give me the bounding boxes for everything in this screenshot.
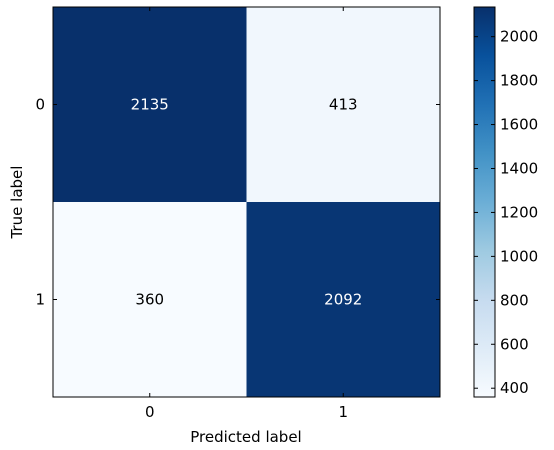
heatmap-cell-0-0	[53, 7, 247, 202]
colorbar-gradient	[474, 7, 495, 397]
colorbar-tick-label: 1400	[500, 159, 538, 177]
colorbar-tick-label: 1000	[500, 247, 538, 265]
y-tick-label: 1	[35, 291, 45, 309]
y-axis-ticks: 01	[35, 96, 440, 309]
colorbar-tick-label: 600	[500, 335, 529, 353]
y-axis-label: True label	[8, 166, 26, 240]
colorbar-ticks: 400 600 800 1000 1200 1400 1600 1800 2000	[474, 28, 538, 397]
colorbar-tick-label: 1200	[500, 203, 538, 221]
colorbar-tick-label: 800	[500, 291, 529, 309]
heatmap-cells: 2135 413 360 2092	[53, 7, 440, 397]
x-axis-label: Predicted label	[190, 428, 301, 446]
cell-value-label-0-0: 2135	[131, 96, 169, 114]
cell-value-label-1-1: 2092	[324, 291, 362, 309]
colorbar-tick-label: 1600	[500, 116, 538, 134]
heatmap-cell-1-1	[246, 202, 440, 397]
x-tick-label: 1	[338, 403, 348, 421]
cell-value-label-1-0: 360	[135, 291, 164, 309]
heatmap-cell-0-1	[246, 7, 440, 202]
cell-value-label-0-1: 413	[329, 96, 358, 114]
heatmap-cell-1-0	[53, 202, 247, 397]
colorbar-frame	[473, 6, 496, 398]
colorbar-tick-label: 1800	[500, 72, 538, 90]
colorbar-tick-label: 2000	[500, 28, 538, 46]
colorbar-tick-label: 400	[500, 379, 529, 397]
y-tick-label: 0	[35, 96, 45, 114]
x-tick-label: 0	[145, 403, 155, 421]
plot-frame	[52, 6, 441, 398]
